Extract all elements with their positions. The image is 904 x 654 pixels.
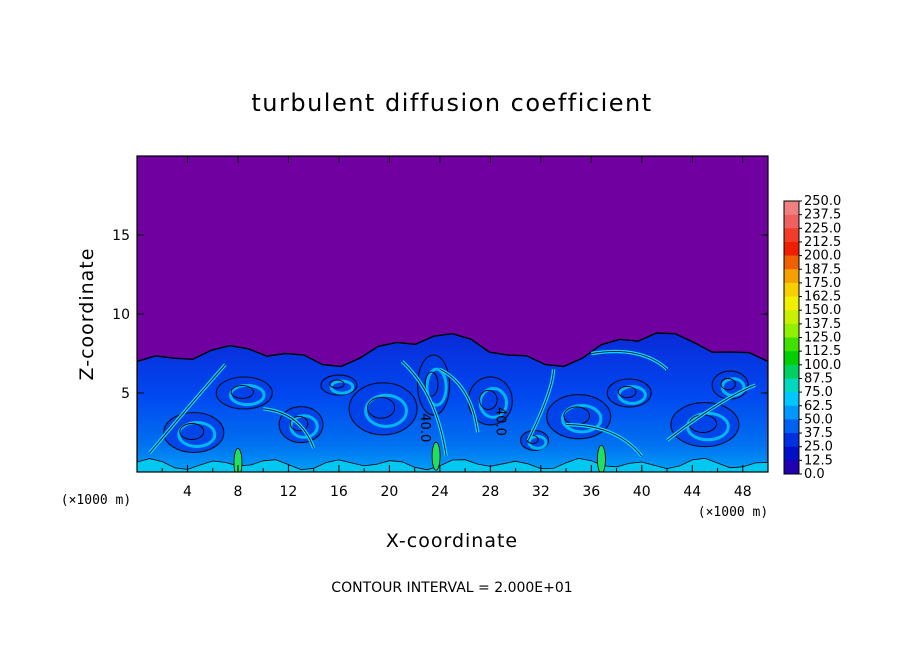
contour-line — [527, 369, 554, 441]
eddy-shear — [425, 367, 448, 407]
eddy-inner — [617, 385, 637, 399]
eddy-inner — [179, 423, 205, 440]
colorbar-label: 125.0 — [804, 331, 841, 346]
colorbar-label: 237.5 — [804, 208, 841, 223]
eddy-shear — [228, 383, 266, 407]
colorbar-swatch — [784, 310, 799, 325]
x-tick-label: 4 — [183, 484, 192, 500]
colorbar-label: 150.0 — [804, 303, 841, 318]
eddy-outer — [320, 374, 358, 396]
eddy-shear — [561, 404, 603, 434]
contour-line — [566, 424, 643, 457]
colorbar-swatch — [784, 228, 799, 243]
y-tick-label: 5 — [121, 386, 130, 402]
contour-line — [401, 361, 447, 457]
colorbar-label: 37.5 — [804, 426, 833, 441]
contour-line — [149, 364, 226, 454]
colorbar-swatch — [784, 419, 799, 434]
x-unit-right: (×1000 m) — [698, 505, 768, 520]
hot-spot — [233, 448, 243, 472]
eddy-inner — [329, 379, 345, 389]
y-tick-label: 10 — [112, 307, 130, 323]
x-tick-label: 40 — [633, 484, 651, 500]
x-tick-label: 28 — [481, 484, 499, 500]
colorbar-swatch — [784, 392, 799, 407]
colorbar-swatch — [784, 446, 799, 461]
colorbar-label: 100.0 — [804, 358, 841, 373]
x-tick-label: 16 — [330, 484, 348, 500]
colorbar-label: 12.5 — [804, 453, 833, 468]
eddy-inner — [479, 389, 498, 410]
colorbar-swatch — [784, 241, 799, 256]
x-tick-label: 8 — [233, 484, 242, 500]
x-tick-label: 20 — [380, 484, 398, 500]
colorbar-label: 50.0 — [804, 412, 833, 427]
colorbar-swatch — [784, 378, 799, 393]
x-tick-label: 36 — [582, 484, 600, 500]
eddy-inner — [367, 396, 396, 419]
plot-area: 40.0 40.0 — [136, 155, 769, 473]
colorbar-label: 187.5 — [804, 262, 841, 277]
hot-spot — [597, 444, 606, 472]
contour-label: 40.0 — [417, 413, 432, 442]
y-ticks: 5 10 15 — [112, 228, 768, 402]
colorbar-label: 112.5 — [804, 344, 841, 359]
y-axis-label: Z-coordinate — [76, 248, 98, 381]
eddy-inner — [230, 385, 254, 399]
colorbar-label: 0.0 — [804, 467, 825, 482]
colorbar-swatch — [784, 433, 799, 447]
colorbar-label: 75.0 — [804, 385, 833, 400]
colorbar-label: 250.0 — [804, 194, 841, 209]
eddy-shear — [364, 393, 408, 428]
x-tick-label: 44 — [683, 484, 701, 500]
colorbar-label: 225.0 — [804, 221, 841, 236]
contour-line — [439, 368, 479, 433]
colorbar-swatch — [784, 364, 799, 379]
x-unit-left: (×1000 m) — [61, 493, 131, 508]
eddy-inner — [720, 378, 736, 391]
colorbar-label: 175.0 — [804, 276, 841, 291]
contour-line — [666, 384, 756, 441]
colorbar-swatch — [784, 351, 799, 366]
contour-interval-footer: CONTOUR INTERVAL = 2.000E+01 — [331, 580, 572, 596]
x-tick-label: 24 — [431, 484, 449, 500]
colorbar-swatch — [784, 201, 799, 215]
colorbar-label: 162.5 — [804, 290, 841, 305]
x-tick-label: 48 — [734, 484, 752, 500]
colorbar-swatch — [784, 296, 799, 311]
colorbar: 250.0237.5225.0212.5200.0187.5175.0162.5… — [783, 194, 841, 482]
contour-label: 40.0 — [493, 407, 508, 436]
contour-line — [591, 351, 668, 370]
colorbar-swatch — [784, 269, 799, 284]
field-layer: 40.0 40.0 — [137, 332, 768, 472]
colorbar-swatch — [784, 282, 799, 297]
colorbar-label: 200.0 — [804, 249, 841, 264]
x-axis-label: X-coordinate — [386, 530, 518, 552]
colorbar-swatch — [784, 323, 799, 338]
colorbar-label: 87.5 — [804, 371, 833, 386]
chart-title: turbulent diffusion coefficient — [251, 89, 652, 117]
colorbar-label: 212.5 — [804, 235, 841, 250]
x-tick-label: 12 — [280, 484, 298, 500]
colorbar-swatch — [784, 337, 799, 352]
x-tick-label: 32 — [532, 484, 550, 500]
colorbar-label: 25.0 — [804, 440, 833, 455]
colorbar-swatch — [784, 460, 799, 475]
colorbar-swatch — [784, 214, 799, 229]
colorbar-label: 62.5 — [804, 399, 833, 414]
hot-spot — [431, 441, 441, 471]
eddy-shear — [177, 421, 217, 448]
eddy-shear — [617, 385, 647, 405]
eddy-inner — [424, 371, 439, 397]
eddy-inner — [289, 415, 309, 432]
colorbar-swatch — [784, 255, 799, 270]
x-ticks: 4 8 12 16 20 24 28 32 36 40 44 48 — [161, 156, 752, 500]
colorbar-swatch — [784, 405, 799, 420]
contour-line — [263, 408, 315, 449]
y-tick-label: 15 — [112, 228, 130, 244]
colorbar-label: 137.5 — [804, 317, 841, 332]
